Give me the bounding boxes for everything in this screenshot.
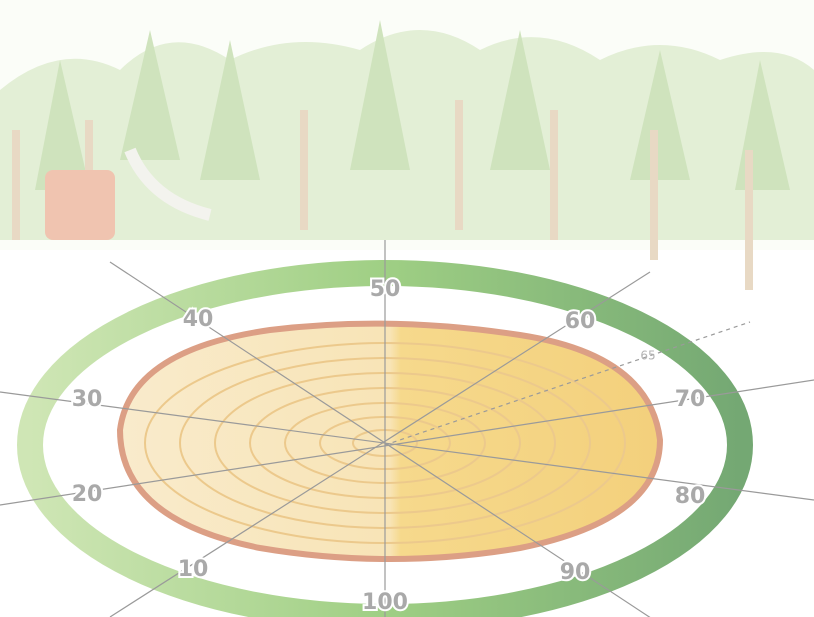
scene: 50 40 60 30 70 20 80 10 90 100 65 <box>0 0 814 617</box>
marker-label: 65 <box>640 349 655 363</box>
dial-label: 90 <box>560 560 591 585</box>
dial-label: 80 <box>675 484 706 509</box>
dial-label: 40 <box>183 307 214 332</box>
dial-label: 70 <box>675 387 706 412</box>
stump <box>120 324 660 559</box>
dial-label: 60 <box>565 309 596 334</box>
dial-label: 30 <box>72 387 103 412</box>
dial-label: 20 <box>72 482 103 507</box>
forest <box>0 0 814 290</box>
dial-label: 100 <box>362 590 408 615</box>
dial-label: 10 <box>178 557 209 582</box>
dial-label: 50 <box>370 277 401 302</box>
